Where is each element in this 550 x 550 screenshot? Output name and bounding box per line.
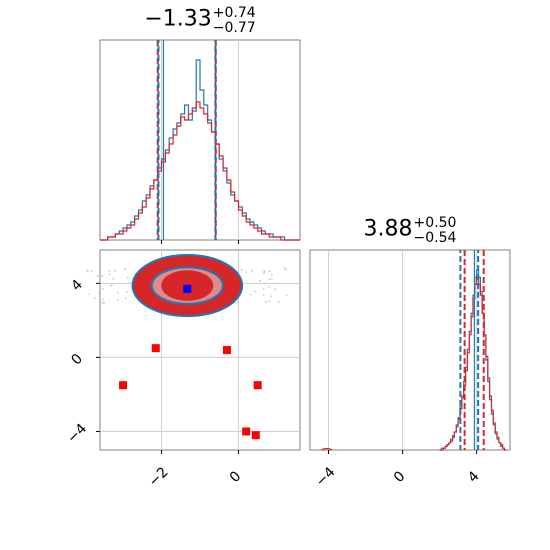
joint-sample-point [126,291,128,294]
joint-sample-point [268,300,271,303]
x-marginal-histogram-series-0 [100,59,300,241]
joint-sample-point [263,271,265,274]
joint-sample-point [87,270,89,272]
joint-blue-square-marker [183,284,192,293]
y-marginal-xtick-label: −4 [313,464,339,490]
joint-ytick-label: −4 [64,421,90,447]
y-marginal-xtick-label: 4 [465,468,483,486]
joint-sample-point [284,268,287,271]
joint-sample-point [262,288,265,291]
joint-sample-point [273,282,276,285]
joint-sample-point [98,292,100,295]
joint-red-square-marker [242,427,251,436]
joint-sample-point [96,275,99,277]
joint-sample-point [101,302,104,304]
joint-sample-point [263,270,266,273]
joint-sample-point [267,286,270,288]
joint-sample-point [117,299,119,302]
y-title-main: 3.88 [363,216,413,242]
joint-sample-point [245,271,248,274]
joint-red-square-marker [251,431,260,440]
joint-sample-point [103,301,106,304]
y-marginal-outlier-bump [320,447,333,451]
x-marginal-title: −1.33 +0.74 −0.77 [100,6,300,36]
joint-sample-point [259,279,261,282]
joint-contour-panel: −2 0 −4 0 4 [64,249,301,490]
joint-sample-point [126,276,129,279]
joint-sample-point [278,301,280,304]
joint-sample-point [90,270,93,273]
y-marginal-panel: −4 0 4 [309,249,511,490]
joint-sample-point [240,268,243,271]
joint-sample-point [265,300,267,303]
joint-sample-point [128,282,130,285]
joint-sample-point [108,269,111,272]
joint-xtick-label: −2 [146,464,172,490]
x-title-lower: −0.77 [212,20,256,36]
joint-red-square-marker [253,381,262,390]
joint-sample-point [262,293,265,296]
joint-sample-point [268,270,271,273]
joint-sample-point [113,269,116,272]
y-title-upper: +0.50 [413,215,457,231]
joint-sample-point [93,297,96,300]
joint-sample-point [270,273,273,276]
y-marginal-xtick-label: 0 [391,468,409,486]
joint-sample-point [112,278,115,280]
joint-sample-point [274,288,277,291]
joint-ytick-label: 0 [68,351,86,369]
joint-sample-point [249,293,252,296]
joint-sample-point [263,282,266,285]
x-title-upper: +0.74 [212,5,256,21]
x-marginal-histogram-series-1 [100,101,300,241]
y-marginal-histogram-series-1 [439,276,507,451]
joint-sample-point [88,293,91,296]
joint-red-square-marker [222,346,231,354]
x-marginal-panel [99,39,301,244]
joint-sample-point [110,285,112,287]
joint-sample-point [124,268,126,270]
joint-xtick-label: 0 [227,468,245,486]
joint-sample-point [285,294,288,297]
joint-sample-point [268,278,271,281]
joint-red-square-marker [151,344,160,353]
joint-sample-point [271,278,273,280]
joint-sample-point [101,275,104,277]
joint-sample-point [283,267,286,270]
joint-sample-point [270,295,272,298]
y-marginal-title: 3.88 +0.50 −0.54 [310,216,510,246]
joint-sample-point [236,301,239,304]
y-title-lower: −0.54 [413,230,457,246]
joint-ytick-label: 4 [68,277,86,295]
joint-sample-point [101,287,104,290]
joint-sample-point [253,290,256,293]
joint-sample-point [108,273,111,276]
joint-sample-point [102,298,105,301]
joint-red-square-marker [119,381,128,390]
joint-sample-point [116,291,119,294]
joint-sample-point [124,297,127,300]
joint-sample-point [250,270,253,272]
x-title-main: −1.33 [144,6,212,32]
